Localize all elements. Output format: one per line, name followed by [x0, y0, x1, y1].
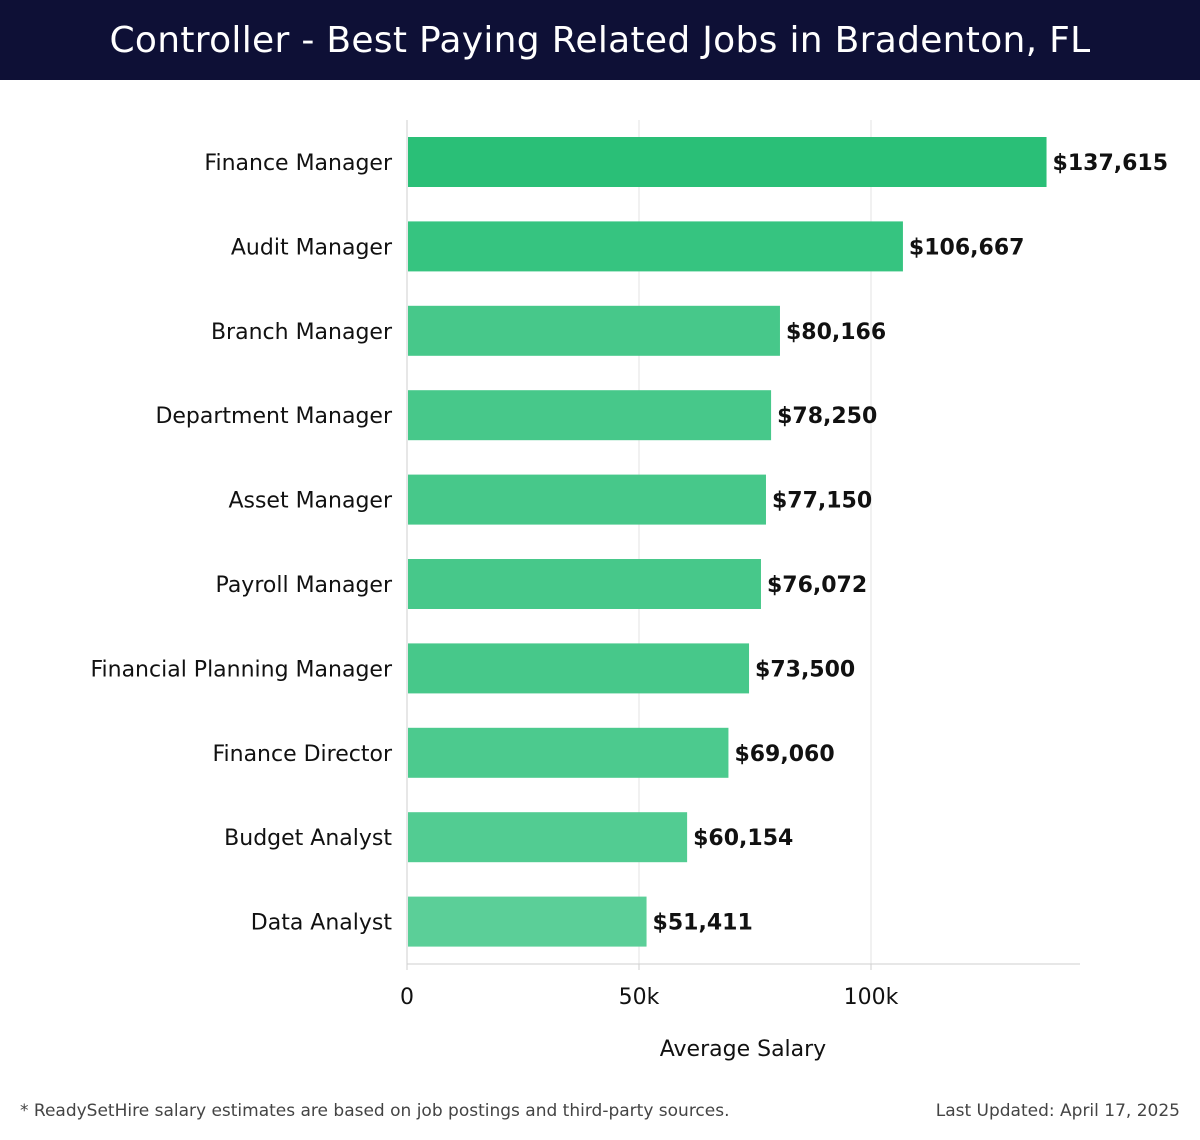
bar — [408, 643, 750, 694]
value-label: $73,500 — [755, 657, 855, 682]
bar-chart: 0 50k 100k Average Salary Finance Manager $13… — [90, 120, 1169, 1062]
bar — [408, 305, 780, 356]
bar — [408, 559, 761, 609]
x-tick-label: 100k — [844, 985, 899, 1010]
category-label: Finance Director — [212, 742, 392, 767]
x-tick-label: 0 — [400, 985, 414, 1010]
category-label: Asset Manager — [228, 489, 393, 514]
bar — [408, 221, 903, 272]
category-label: Department Manager — [155, 404, 393, 429]
category-label: Branch Manager — [211, 320, 393, 345]
value-label: $60,154 — [693, 826, 793, 851]
bar — [408, 137, 1047, 187]
value-label: $106,667 — [909, 235, 1025, 260]
bar — [408, 390, 772, 441]
chart-title: Controller - Best Paying Related Jobs in… — [109, 19, 1091, 61]
category-label: Payroll Manager — [216, 573, 393, 598]
value-label: $80,166 — [786, 320, 886, 345]
category-label: Budget Analyst — [224, 826, 392, 851]
footnote: * ReadySetHire salary estimates are base… — [20, 1101, 730, 1121]
value-label: $76,072 — [767, 573, 867, 598]
category-label: Audit Manager — [231, 235, 393, 260]
chart-header: Controller - Best Paying Related Jobs in… — [0, 0, 1200, 80]
bar — [408, 474, 766, 525]
bar — [408, 727, 729, 778]
bar — [408, 896, 647, 947]
value-label: $137,615 — [1053, 151, 1169, 176]
x-tick-label: 50k — [619, 985, 660, 1010]
category-label: Financial Planning Manager — [90, 657, 392, 682]
last-updated: Last Updated: April 17, 2025 — [935, 1101, 1180, 1121]
value-label: $69,060 — [734, 742, 834, 767]
value-label: $78,250 — [777, 404, 877, 429]
category-label: Finance Manager — [204, 151, 393, 176]
category-label: Data Analyst — [251, 911, 393, 936]
value-label: $77,150 — [772, 489, 872, 514]
value-label: $51,411 — [653, 911, 753, 936]
x-axis-label: Average Salary — [660, 1037, 826, 1062]
bar — [408, 812, 688, 863]
